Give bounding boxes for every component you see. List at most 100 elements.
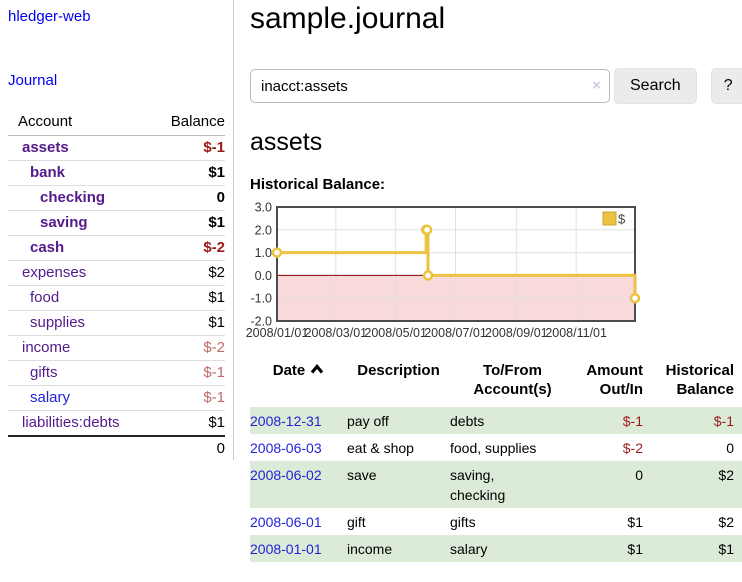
account-name-cell: assets xyxy=(8,136,154,161)
transaction-date-link[interactable]: 2008-06-03 xyxy=(250,440,322,456)
transaction-date-cell: 2008-06-03 xyxy=(250,434,347,461)
account-link[interactable]: income xyxy=(22,339,71,356)
account-name-cell: checking xyxy=(8,185,155,211)
account-balance: $-2 xyxy=(154,335,225,361)
balance-chart-svg: 3.0 2.0 1.0 0.0 -1.0 -2.02008/01/012008/03/01… xyxy=(246,201,641,340)
register-header-balance: Historical Balance xyxy=(665,362,734,398)
x-axis-tick-label: 2008/07/01 xyxy=(424,326,487,340)
account-link[interactable]: salary xyxy=(30,389,71,406)
hledger-web-app: hledger-web Journal Account Balance asse… xyxy=(8,0,742,562)
register-header-row: Date Description To/From Account(s) Amou… xyxy=(250,361,742,407)
account-name-cell: liabilities:debts xyxy=(8,410,155,436)
account-row: assets $-1 xyxy=(8,136,225,161)
y-axis-tick-label: 0.0 xyxy=(255,269,272,283)
account-name-cell: salary xyxy=(8,385,155,411)
account-link[interactable]: cash xyxy=(30,239,65,256)
account-link[interactable]: saving xyxy=(40,214,88,231)
x-axis-tick-label: 2008/09/01 xyxy=(485,326,548,340)
account-balance: $1 xyxy=(154,285,225,311)
transaction-accounts: debts xyxy=(450,413,485,429)
account-link[interactable]: expenses xyxy=(22,264,87,281)
clear-search-icon[interactable]: × xyxy=(592,77,601,94)
chart-title: Historical Balance: xyxy=(250,176,386,193)
accounts-header-balance: Balance xyxy=(154,110,225,136)
account-row: bank $1 xyxy=(8,160,225,186)
account-balance: $-2 xyxy=(154,235,225,261)
legend-label: $ xyxy=(618,212,626,227)
x-axis-tick-label: 2008/11/01 xyxy=(545,326,607,340)
register-header-accounts: To/From Account(s) xyxy=(473,362,552,398)
account-row: liabilities:debts $1 xyxy=(8,410,225,436)
search-button[interactable]: Search xyxy=(614,68,697,104)
transaction-accounts: food, supplies xyxy=(450,440,537,456)
transaction-date-cell: 2008-01-01 xyxy=(250,535,347,562)
app-title-link[interactable]: hledger-web xyxy=(8,8,91,25)
account-balance: $1 xyxy=(154,160,225,186)
transaction-balance: 0 xyxy=(726,440,734,456)
register-header-amount: Amount Out/In xyxy=(586,362,643,398)
journal-link[interactable]: Journal xyxy=(8,72,58,89)
accounts-table: Account Balance assets $-1 bank $1 checking 0… xyxy=(8,110,225,460)
account-balance: $2 xyxy=(154,260,225,286)
transaction-date-link[interactable]: 2008-01-01 xyxy=(250,541,322,557)
data-point-marker xyxy=(421,224,433,236)
accounts-header-account: Account xyxy=(8,110,155,136)
account-row: expenses $2 xyxy=(8,260,225,286)
transaction-date-cell: 2008-12-31 xyxy=(250,407,347,434)
transaction-accounts: salary xyxy=(450,541,488,557)
account-row: supplies $1 xyxy=(8,310,225,336)
register-header-description: Description xyxy=(357,362,440,379)
data-point-marker xyxy=(422,270,434,281)
account-balance: $1 xyxy=(154,210,225,236)
account-link[interactable]: gifts xyxy=(30,364,58,381)
y-axis-tick-label: 2.0 xyxy=(255,223,272,237)
search-form: × Search ? xyxy=(250,68,742,104)
x-axis-tick-label: 2008/05/01 xyxy=(364,326,427,340)
help-button[interactable]: ? xyxy=(710,68,742,104)
account-link[interactable]: checking xyxy=(40,189,106,206)
account-link[interactable]: food xyxy=(30,289,60,306)
y-axis-tick-label: -1.0 xyxy=(250,292,272,306)
accounts-total-balance: 0 xyxy=(154,435,225,460)
account-name-cell: supplies xyxy=(8,310,155,336)
account-row: cash $-2 xyxy=(8,235,225,261)
transaction-date-cell: 2008-06-01 xyxy=(250,508,347,535)
account-name-cell: income xyxy=(8,335,155,361)
account-link[interactable]: supplies xyxy=(30,314,86,331)
account-balance: 0 xyxy=(154,185,225,211)
account-link[interactable]: bank xyxy=(30,164,66,181)
page-title: sample.journal xyxy=(250,2,446,35)
transaction-date-link[interactable]: 2008-06-02 xyxy=(250,467,322,483)
spacer xyxy=(8,435,155,460)
search-input-wrap: × xyxy=(250,69,610,103)
account-link[interactable]: liabilities:debts xyxy=(22,414,120,431)
account-row: income $-2 xyxy=(8,335,225,361)
account-link[interactable]: assets xyxy=(22,139,69,156)
transaction-description: save xyxy=(347,467,377,483)
account-row: saving $1 xyxy=(8,210,225,236)
transaction-amount: $1 xyxy=(627,514,643,530)
account-row: gifts $-1 xyxy=(8,360,225,386)
transaction-accounts: gifts xyxy=(450,514,476,530)
transaction-balance: $1 xyxy=(718,541,734,557)
legend-swatch xyxy=(602,211,617,226)
y-axis-tick-label: 3.0 xyxy=(255,201,272,215)
register-header-date[interactable]: Date xyxy=(250,361,347,407)
accounts-header-row: Account Balance xyxy=(8,110,225,136)
account-name-cell: food xyxy=(8,285,155,311)
search-input[interactable] xyxy=(250,69,610,103)
transaction-description: eat & shop xyxy=(347,440,414,456)
transaction-description: pay off xyxy=(347,413,389,429)
transaction-balance: $2 xyxy=(718,467,734,483)
transaction-date-link[interactable]: 2008-06-01 xyxy=(250,514,322,530)
transaction-date-link[interactable]: 2008-12-31 xyxy=(250,413,322,429)
account-name-cell: cash xyxy=(8,235,155,261)
account-balance: $1 xyxy=(154,410,225,436)
transaction-description: income xyxy=(347,541,393,557)
register-row: 2008-01-01 income salary $1 $1 xyxy=(250,535,742,562)
register-row: 2008-12-31 pay off debts $-1 $-1 xyxy=(250,407,742,434)
account-name-cell: bank xyxy=(8,160,155,186)
accounts-total-row: 0 xyxy=(8,435,225,460)
register-row: 2008-06-03 eat & shop food, supplies $-2 0 xyxy=(250,434,742,461)
account-row: food $1 xyxy=(8,285,225,311)
